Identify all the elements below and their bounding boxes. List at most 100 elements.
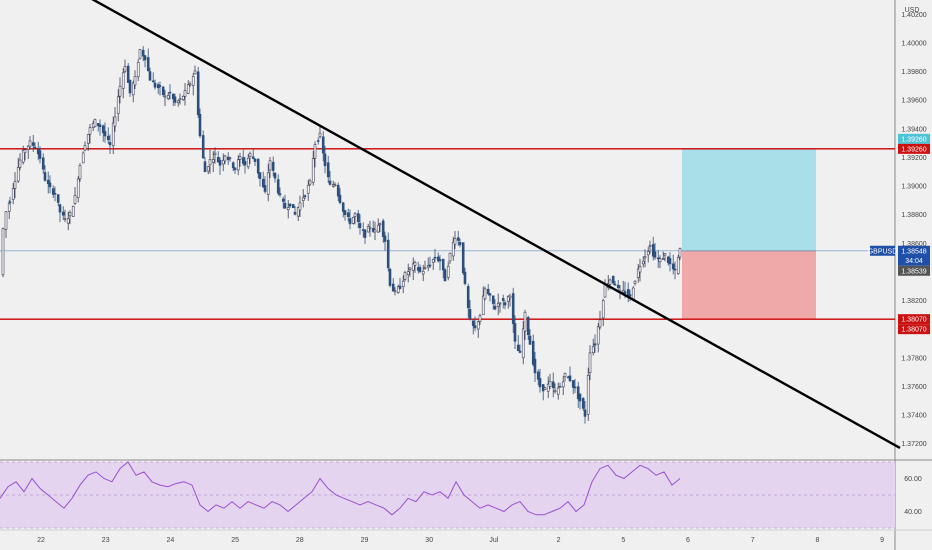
price-tick-label: 1.39000 (901, 184, 926, 191)
candle-body (433, 256, 437, 259)
candle-body (396, 286, 400, 293)
candle-body (161, 86, 165, 96)
price-tick-label: 1.38800 (901, 212, 926, 219)
candle-body (463, 271, 467, 284)
candle-body (78, 165, 82, 180)
stop-zone[interactable] (682, 250, 816, 320)
candle-body (318, 132, 322, 137)
candle-body (101, 125, 105, 134)
candle-body (343, 210, 347, 215)
candle-body (61, 211, 65, 216)
candle-body (353, 213, 357, 217)
price-tick-label: 1.39400 (901, 126, 926, 133)
candle-body (603, 284, 607, 298)
candle-body (116, 96, 120, 114)
candle-body (366, 226, 370, 233)
candle-body (386, 239, 390, 269)
candle-body (108, 142, 112, 146)
candle-body (511, 293, 515, 324)
candle-body (341, 202, 345, 212)
candle-body (228, 157, 232, 160)
candle-body (648, 245, 652, 247)
candle-body (548, 381, 552, 387)
candle-body (533, 358, 537, 374)
candle-body (346, 212, 350, 217)
candle-body (28, 140, 32, 147)
candle-body (478, 315, 482, 322)
candle-body (43, 172, 47, 181)
trendline[interactable] (68, 0, 901, 450)
candle-body (643, 256, 647, 259)
candle-body (406, 271, 410, 276)
candle-body (98, 124, 102, 127)
candle-body (196, 71, 200, 116)
candle-body (568, 375, 572, 382)
candle-body (213, 152, 217, 155)
candle-body (151, 80, 155, 83)
candle-body (246, 157, 250, 168)
current-price-badge-bg (898, 245, 930, 266)
time-tick-label: 23 (102, 537, 110, 544)
candle-body (203, 161, 207, 173)
candle-body (413, 262, 417, 266)
candle-body (668, 258, 672, 265)
time-tick-label: 30 (425, 537, 433, 544)
candle-body (241, 157, 245, 164)
candle-body (673, 268, 677, 271)
candle-body (206, 166, 210, 172)
candle-body (351, 217, 355, 224)
candle-body (628, 294, 632, 297)
candle-body (348, 218, 352, 225)
candle-body (188, 83, 192, 86)
candle-body (146, 57, 150, 71)
candle-body (678, 248, 682, 258)
candle-body (563, 372, 567, 378)
candle-body (321, 136, 325, 154)
candle-body (508, 295, 512, 299)
candle-body (83, 145, 87, 151)
candle-body (363, 229, 367, 238)
time-tick-label: 2 (557, 537, 561, 544)
candle-body (423, 267, 427, 270)
candle-body (491, 295, 495, 304)
candle-body (388, 268, 392, 286)
candle-body (308, 180, 312, 185)
candle-body (208, 159, 212, 166)
candle-body (51, 188, 55, 195)
time-tick-label: 24 (167, 537, 175, 544)
candle-body (11, 188, 15, 200)
countdown-badge: 34:04 (905, 258, 923, 265)
candle-body (578, 393, 582, 402)
candle-body (501, 298, 505, 301)
symbol-badge: GBPUSD (868, 248, 898, 255)
candle-body (273, 172, 277, 179)
candle-body (256, 158, 260, 174)
candle-body (268, 160, 272, 171)
candle-body (121, 72, 125, 89)
candle-body (428, 264, 432, 267)
candle-body (418, 266, 422, 272)
price-tick-label: 1.38200 (901, 298, 926, 305)
candle-body (558, 385, 562, 388)
candle-body (193, 70, 197, 75)
candle-body (483, 288, 487, 300)
candle-body (123, 66, 127, 72)
candle-body (633, 280, 637, 284)
candle-body (608, 279, 612, 285)
candle-body (58, 204, 62, 213)
candle-body (88, 127, 92, 135)
price-tick-label: 1.37400 (901, 413, 926, 420)
candle-body (373, 229, 377, 233)
time-tick-label: Jul (489, 537, 498, 544)
candle-body (66, 218, 70, 224)
candle-body (181, 95, 185, 100)
candle-body (153, 82, 157, 88)
target-badge-lower: 1.39260 (901, 146, 926, 153)
candle-body (546, 383, 550, 392)
candle-body (641, 260, 645, 265)
candle-body (431, 259, 435, 263)
target-zone[interactable] (682, 148, 816, 251)
candle-body (296, 207, 300, 217)
